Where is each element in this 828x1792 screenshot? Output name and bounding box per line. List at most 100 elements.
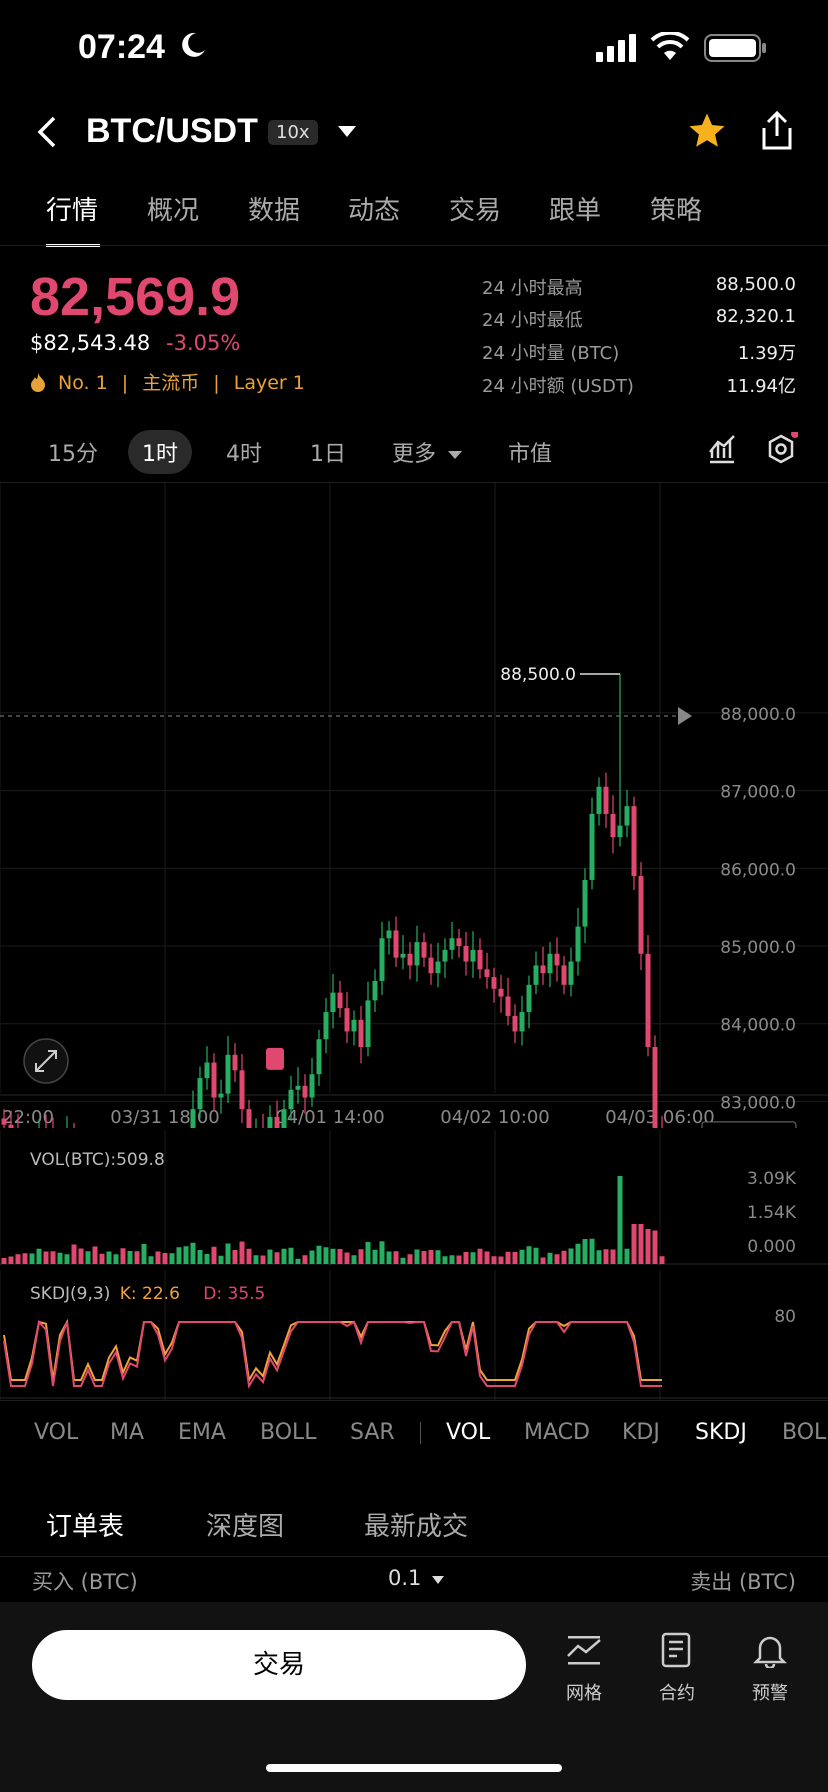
alert-button[interactable]: 预警: [730, 1632, 810, 1705]
candle-body: [463, 946, 469, 962]
skdj-label: SKDJ(9,3): [30, 1284, 111, 1304]
main-tabs: 行情 概况 数据 动态 交易 跟单 策略: [0, 190, 828, 247]
candle-body: [365, 1000, 371, 1048]
stat-value: 11.94亿: [726, 376, 796, 397]
interval-1d[interactable]: 1日: [310, 442, 346, 467]
indicator-vol[interactable]: VOL: [34, 1420, 79, 1445]
favorite-button[interactable]: [686, 110, 728, 156]
volume-label: VOL(BTC):509.8: [30, 1150, 165, 1170]
candle-body: [330, 992, 336, 1013]
layer-tag[interactable]: Layer 1: [233, 372, 305, 394]
volume-bar: [526, 1246, 532, 1264]
category-tag[interactable]: 主流币: [142, 372, 200, 394]
hexagon-settings-icon: [768, 430, 799, 464]
volume-bar: [645, 1229, 651, 1264]
volume-bar: [225, 1243, 231, 1264]
volume-tick: 0.000: [747, 1237, 796, 1257]
precision-select[interactable]: 0.1: [388, 1566, 445, 1590]
triangle-down-icon: [448, 451, 463, 459]
y-axis-tick: 88,000.0: [720, 705, 796, 725]
volume-bar: [603, 1249, 609, 1264]
volume-bar: [85, 1251, 91, 1264]
pair-dropdown-button[interactable]: [336, 124, 358, 144]
expand-button[interactable]: [23, 1038, 69, 1084]
volume-bar: [106, 1251, 112, 1264]
tab-copytrade[interactable]: 跟单: [549, 196, 602, 226]
candle-body: [288, 1089, 294, 1110]
interval-4h[interactable]: 4时: [226, 442, 262, 467]
candle-body: [8, 1124, 14, 1128]
volume-bar: [260, 1255, 266, 1264]
stat-label: 24 小时最高: [482, 278, 583, 299]
candle-body: [596, 786, 602, 814]
interval-marketcap[interactable]: 市值: [508, 442, 553, 467]
stat-value: 1.39万: [737, 343, 796, 364]
candle-body: [428, 957, 434, 974]
y-axis-tick: 87,000.0: [720, 783, 796, 803]
candle-body: [386, 930, 392, 939]
contract-button[interactable]: 合约: [637, 1632, 717, 1705]
tab-overview[interactable]: 概况: [147, 196, 200, 226]
candle-body: [603, 786, 609, 814]
volume-bar: [337, 1249, 343, 1264]
tab-depth[interactable]: 深度图: [206, 1512, 285, 1542]
volume-bar: [134, 1251, 140, 1264]
volume-bar: [113, 1254, 119, 1264]
rank-tag[interactable]: No. 1: [58, 372, 108, 394]
indicator-boll[interactable]: BOLL: [260, 1420, 317, 1445]
chevron-left-icon: [37, 116, 56, 148]
volume-bar: [512, 1252, 518, 1264]
trade-button[interactable]: 交易: [32, 1630, 526, 1700]
tab-news[interactable]: 动态: [348, 196, 401, 226]
volume-bar: [141, 1244, 147, 1264]
indicator-sub-vol[interactable]: VOL: [446, 1420, 491, 1445]
candle-body: [379, 938, 385, 981]
candle-body: [197, 1078, 203, 1110]
share-button[interactable]: [758, 110, 796, 156]
stat-label: 24 小时最低: [482, 310, 583, 331]
volume-bar: [421, 1251, 427, 1264]
indicator-kdj[interactable]: KDJ: [622, 1420, 660, 1445]
interval-more[interactable]: 更多: [392, 436, 463, 468]
candle-body: [246, 1109, 252, 1128]
home-indicator: [266, 1764, 562, 1772]
back-button[interactable]: [34, 114, 62, 154]
volume-bar: [491, 1256, 497, 1264]
volume-bar: [456, 1255, 462, 1264]
indicator-macd[interactable]: MACD: [524, 1420, 590, 1445]
indicator-sar[interactable]: SAR: [350, 1420, 395, 1445]
volume-bar: [8, 1256, 14, 1264]
candle-body: [582, 879, 588, 927]
chart-settings-button[interactable]: [764, 430, 799, 470]
volume-bar: [274, 1252, 280, 1264]
tab-data[interactable]: 数据: [248, 196, 301, 226]
tab-trade[interactable]: 交易: [449, 196, 502, 226]
pair-title[interactable]: BTC/USDT: [86, 112, 258, 150]
indicator-ema[interactable]: EMA: [178, 1420, 226, 1445]
volume-bar: [43, 1251, 49, 1264]
volume-bar: [477, 1248, 483, 1264]
grid-button[interactable]: 网格: [544, 1632, 624, 1705]
interval-1h[interactable]: 1时: [128, 430, 192, 474]
indicator-skdj[interactable]: SKDJ: [695, 1420, 747, 1445]
volume-bar: [435, 1250, 441, 1264]
candle-body: [211, 1062, 217, 1098]
volume-bar: [57, 1252, 63, 1264]
volume-bar: [463, 1252, 469, 1264]
volume-bar: [372, 1249, 378, 1264]
last-price-tag: 82,569.9: [710, 1127, 786, 1128]
interval-15m[interactable]: 15分: [48, 442, 98, 467]
tab-strategy[interactable]: 策略: [650, 196, 703, 226]
indicator-boll-sub[interactable]: BOL: [782, 1420, 827, 1445]
candlestick-chart[interactable]: 88,000.0 87,000.0 86,000.0 85,000.0 84,000.0…: [0, 483, 828, 1128]
volume-bar: [330, 1248, 336, 1264]
x-axis-tick: 04/03 06:00: [605, 1107, 714, 1128]
candle-body: [477, 949, 483, 970]
tab-latest-trades[interactable]: 最新成交: [364, 1512, 469, 1542]
indicator-ma[interactable]: MA: [110, 1420, 145, 1445]
indicator-settings-button[interactable]: [708, 434, 736, 468]
tab-orderbook[interactable]: 订单表: [46, 1512, 125, 1542]
volume-bar: [617, 1176, 623, 1264]
play-arrow-icon: [678, 707, 692, 725]
tab-market[interactable]: 行情: [46, 196, 99, 226]
